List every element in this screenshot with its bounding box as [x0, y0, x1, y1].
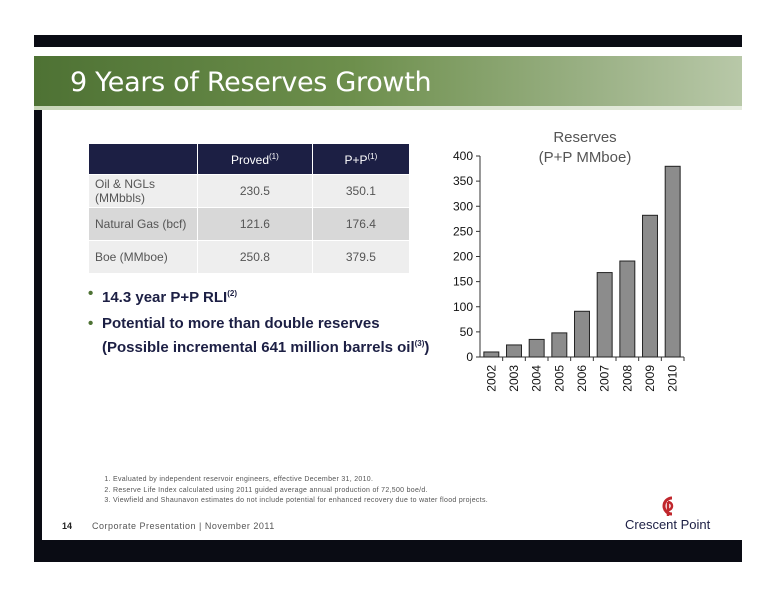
row-pp: 176.4	[311, 207, 411, 241]
row-proved: 230.5	[197, 174, 313, 208]
bullet-potential-close: )	[424, 339, 430, 356]
x-tick-label: 2005	[552, 365, 566, 392]
x-tick-label: 2007	[598, 365, 612, 392]
y-tick-label: 400	[453, 149, 473, 163]
footnotes: Evaluated by independent reservoir engin…	[95, 475, 488, 507]
title-band	[34, 56, 742, 110]
y-tick-label: 200	[453, 250, 473, 264]
x-tick-label: 2008	[620, 365, 634, 392]
chart-subtitle: (P+P MMboe)	[538, 149, 632, 166]
bar	[528, 338, 545, 358]
bar	[483, 351, 500, 358]
bar	[596, 272, 613, 358]
bar	[619, 260, 636, 358]
row-label: Oil & NGLs (MMbbls)	[88, 174, 198, 208]
x-tick-label: 2003	[507, 365, 521, 392]
crescent-point-logo-icon	[662, 496, 674, 516]
x-tick-label: 2004	[530, 365, 544, 392]
table-header-empty	[88, 143, 198, 175]
bullet-rli-sup: (2)	[227, 289, 238, 298]
row-label: Boe (MMboe)	[88, 240, 198, 274]
bullet-potential: Potential to more than double reserves (…	[88, 314, 448, 358]
reserves-bar-chart: 0 50 100 150 200 250 300 350 400 2002 2003 2004 2005…	[453, 149, 685, 392]
y-tick-label: 150	[453, 275, 473, 289]
table-header-proved: Proved(1)	[197, 143, 313, 175]
table-row: Oil & NGLs (MMbbls) 230.5 350.1	[88, 174, 411, 208]
y-tick-label: 350	[453, 174, 473, 188]
y-tick-label: 50	[460, 325, 474, 339]
header-pp-label: P+P	[344, 152, 368, 167]
footer-text: Corporate Presentation | November 2011	[92, 521, 275, 531]
header-proved-label: Proved	[230, 152, 270, 167]
row-pp: 350.1	[311, 174, 411, 208]
page-number: 14	[62, 521, 73, 531]
title-band-underline	[34, 106, 742, 110]
table-row: Boe (MMboe) 250.8 379.5	[88, 240, 411, 274]
bullet-rli-text: 14.3 year P+P RLI	[102, 289, 228, 306]
y-tick-label: 250	[453, 224, 473, 238]
x-tick-label: 2006	[575, 365, 589, 392]
row-pp: 379.5	[311, 240, 411, 274]
brand-name: Crescent Point	[625, 517, 711, 532]
bar	[642, 214, 658, 358]
row-proved: 250.8	[197, 240, 313, 274]
reserves-table: Proved(1) P+P(1) Oil & NGLs (MMbbls) 230…	[88, 143, 411, 274]
bar	[551, 332, 568, 358]
footnote-1: Evaluated by independent reservoir engin…	[113, 475, 488, 486]
bullet-rli: 14.3 year P+P RLI(2)	[88, 284, 448, 308]
bullet-list: 14.3 year P+P RLI(2) Potential to more t…	[88, 284, 448, 364]
row-label: Natural Gas (bcf)	[88, 207, 198, 241]
table-header-pp: P+P(1)	[311, 143, 411, 175]
bar	[506, 344, 522, 358]
bar	[574, 310, 590, 358]
chart-title-block: Reserves (P+P MMboe)	[480, 128, 690, 168]
left-frame-bar	[34, 110, 42, 542]
table-header-row: Proved(1) P+P(1)	[88, 143, 411, 175]
bullet-potential-text: Potential to more than double reserves (…	[102, 315, 415, 356]
table-row: Natural Gas (bcf) 121.6 176.4	[88, 207, 411, 241]
y-tick-label: 300	[453, 199, 473, 213]
footnote-2: Reserve Life Index calculated using 2011…	[113, 486, 488, 497]
header-proved-sup: (1)	[269, 151, 279, 161]
x-tick-label: 2002	[484, 365, 498, 392]
y-tick-label: 0	[466, 350, 473, 364]
slide-title: 9 Years of Reserves Growth	[70, 67, 432, 98]
chart-title: Reserves	[553, 129, 617, 146]
row-proved: 121.6	[197, 207, 313, 241]
y-tick-label: 100	[453, 300, 473, 314]
x-tick-label: 2010	[666, 365, 680, 392]
header-pp-sup: (1)	[367, 151, 378, 161]
x-tick-label: 2009	[643, 365, 657, 392]
bar	[664, 165, 681, 358]
bullet-potential-sup: (3)	[414, 339, 425, 348]
footnote-3: Viewfield and Shaunavon estimates do not…	[113, 496, 488, 507]
